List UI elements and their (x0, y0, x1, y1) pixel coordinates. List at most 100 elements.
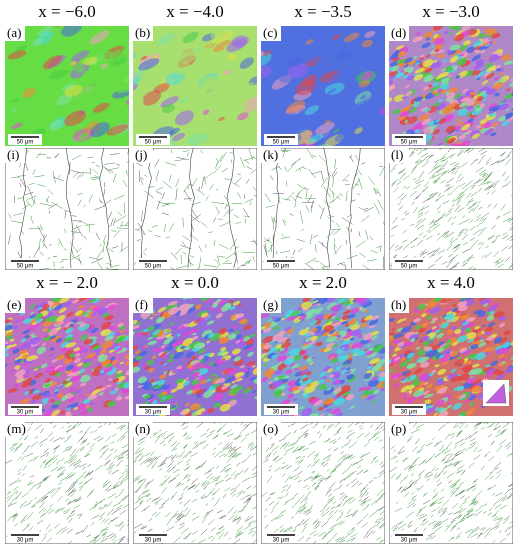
grain (175, 378, 185, 384)
grain-boundary (325, 488, 333, 496)
grain (438, 72, 450, 78)
grain-boundary (477, 242, 482, 245)
grain-boundary (397, 171, 402, 175)
grain (176, 333, 181, 337)
grain-boundary (161, 487, 167, 495)
grain-boundary (343, 473, 351, 481)
grain-boundary (64, 210, 67, 219)
grain-boundary (475, 422, 483, 426)
panel-label: (k) (263, 147, 278, 162)
grain (163, 362, 168, 366)
grain-boundary (103, 188, 106, 196)
grain-boundary (241, 460, 246, 464)
grain (11, 98, 20, 103)
grain (460, 326, 468, 332)
grain-boundary (301, 518, 310, 525)
grain (107, 304, 117, 311)
grain-boundary (175, 178, 180, 188)
grain-boundary (183, 467, 189, 471)
grain (423, 31, 433, 39)
grain-boundary (495, 517, 501, 521)
grain-boundary (345, 239, 348, 245)
grain-boundary (512, 175, 513, 177)
grain-boundary (305, 490, 311, 498)
grain-boundary (336, 222, 340, 228)
grain (458, 53, 465, 57)
grain-boundary (61, 426, 64, 429)
grain-boundary (246, 166, 253, 170)
grain-boundary (139, 459, 147, 466)
grain-boundary (475, 431, 478, 435)
grain-boundary (313, 485, 320, 490)
grain (272, 333, 284, 342)
grain (366, 394, 376, 401)
grain (406, 131, 411, 135)
grain (172, 351, 184, 360)
grain-boundary (310, 200, 314, 209)
grain-boundary (464, 434, 472, 440)
grain-boundary (82, 471, 87, 474)
grain-boundary (403, 486, 410, 491)
grain-boundary (473, 422, 480, 428)
grain (20, 381, 32, 388)
grain (302, 298, 313, 303)
grain (366, 370, 372, 374)
grain-boundary (314, 472, 320, 478)
grain-boundary (358, 231, 361, 237)
grain-boundary (155, 512, 161, 517)
grain-boundary (420, 443, 425, 449)
grain-boundary (319, 207, 325, 220)
grain (363, 309, 369, 313)
grain-boundary (351, 478, 357, 484)
grain (485, 72, 495, 80)
grain (424, 350, 434, 357)
grain (471, 385, 482, 393)
grain-boundary (503, 515, 510, 521)
grain-boundary (455, 430, 462, 438)
grain-boundary (430, 502, 436, 506)
grain-boundary (121, 443, 129, 449)
grain-boundary (161, 192, 165, 200)
grain-boundary (315, 244, 317, 253)
grain-boundary (33, 247, 40, 258)
grain-boundary (403, 485, 412, 491)
grain-boundary (203, 481, 211, 490)
grain-boundary (381, 446, 385, 450)
grain (315, 301, 320, 305)
scale-box (392, 134, 426, 145)
grain-boundary (381, 464, 385, 468)
grain (508, 99, 513, 102)
grain-boundary (236, 526, 243, 532)
grain-boundary (225, 252, 236, 260)
grain (223, 289, 234, 299)
grain-boundary (135, 498, 141, 504)
grain (445, 307, 451, 312)
grain-boundary (113, 483, 123, 489)
grain-boundary (427, 532, 436, 537)
grain (81, 311, 88, 316)
grain-boundary (234, 246, 239, 249)
grain (308, 413, 319, 416)
grain-boundary (475, 489, 483, 498)
grain-boundary (415, 450, 421, 454)
grain (436, 102, 447, 111)
grain-boundary (327, 454, 332, 460)
grain-boundary (114, 495, 118, 499)
grain-boundary (251, 475, 257, 479)
grain-boundary (81, 439, 86, 443)
grain (405, 90, 413, 97)
grain-boundary (457, 507, 464, 514)
grain-boundary (358, 206, 366, 211)
panel: (n)30 μm (133, 421, 257, 544)
grain-boundary (174, 247, 182, 256)
grain (38, 392, 43, 396)
grain (441, 106, 453, 115)
grain (152, 329, 160, 336)
grain-boundary (369, 236, 373, 241)
grain-boundary (34, 435, 39, 439)
grain (115, 347, 123, 353)
grain-boundary (181, 240, 186, 247)
grain-boundary (485, 245, 489, 249)
grain-boundary (350, 228, 352, 232)
grain-boundary (334, 247, 337, 255)
